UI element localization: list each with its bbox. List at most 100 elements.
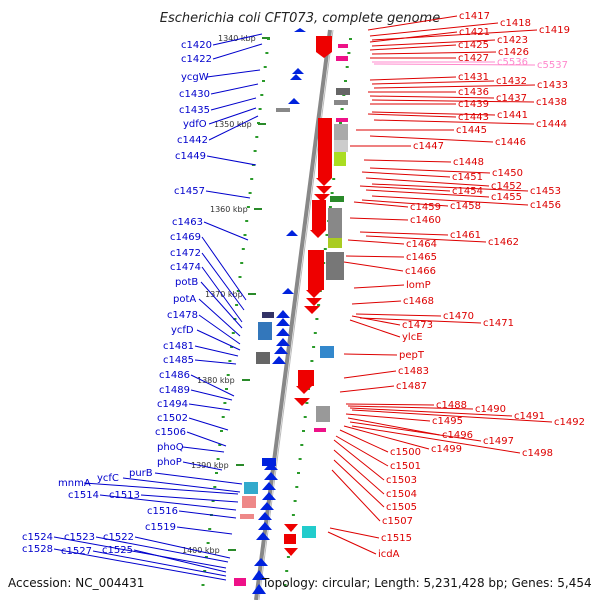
gene-label-c1463[interactable]: c1463 [172, 217, 203, 228]
gene-label-phoP[interactable]: phoP [157, 457, 182, 468]
gene-label-c1439[interactable]: c1439 [458, 99, 489, 110]
gene-label-c1448[interactable]: c1448 [453, 157, 484, 168]
gene-label-c1481[interactable]: c1481 [163, 341, 194, 352]
gene-label-c1492[interactable]: c1492 [554, 417, 585, 428]
gene-label-c1524[interactable]: c1524 [22, 532, 53, 543]
gene-label-c1494[interactable]: c1494 [157, 399, 188, 410]
gene-label-c1525[interactable]: c1525 [102, 545, 133, 556]
gene-label-c1472[interactable]: c1472 [170, 248, 201, 259]
gene-label-purB[interactable]: purB [129, 468, 153, 479]
gene-label-c1427[interactable]: c1427 [458, 53, 489, 64]
gene-label-c1459[interactable]: c1459 [410, 202, 441, 213]
gene-label-ydfO[interactable]: ydfO [183, 119, 207, 130]
gene-label-c1457[interactable]: c1457 [174, 186, 205, 197]
gene-label-c1490[interactable]: c1490 [475, 404, 506, 415]
gene-label-c1464[interactable]: c1464 [406, 239, 437, 250]
gene-label-c1419[interactable]: c1419 [539, 25, 570, 36]
gene-label-c1495[interactable]: c1495 [432, 416, 463, 427]
gene-label-c1437[interactable]: c1437 [496, 93, 527, 104]
gene-label-c1496[interactable]: c1496 [442, 430, 473, 441]
gene-label-c1425[interactable]: c1425 [458, 40, 489, 51]
gene-label-c1465[interactable]: c1465 [406, 252, 437, 263]
gene-label-c1498[interactable]: c1498 [522, 448, 553, 459]
gene-label-c1515[interactable]: c1515 [381, 533, 412, 544]
gene-label-c1500[interactable]: c1500 [390, 447, 421, 458]
gene-label-c1491[interactable]: c1491 [514, 411, 545, 422]
gene-label-c1506[interactable]: c1506 [155, 427, 186, 438]
gene-label-c1423[interactable]: c1423 [497, 35, 528, 46]
gene-label-c1471[interactable]: c1471 [483, 318, 514, 329]
gene-label-c1505[interactable]: c1505 [386, 502, 417, 513]
gene-label-c1462[interactable]: c1462 [488, 237, 519, 248]
gene-label-c1502[interactable]: c1502 [157, 413, 188, 424]
gene-label-lomP[interactable]: lomP [406, 280, 431, 291]
gene-label-c1487[interactable]: c1487 [396, 381, 427, 392]
gene-label-icdA[interactable]: icdA [378, 549, 400, 560]
gene-label-c1444[interactable]: c1444 [536, 119, 567, 130]
gene-label-potA[interactable]: potA [173, 294, 196, 305]
gene-label-ycfD[interactable]: ycfD [171, 325, 194, 336]
gene-label-c1519[interactable]: c1519 [145, 522, 176, 533]
gene-label-c1466[interactable]: c1466 [405, 266, 436, 277]
gene-label-c1523[interactable]: c1523 [64, 532, 95, 543]
gene-label-c1443[interactable]: c1443 [458, 112, 489, 123]
gene-label-pepT[interactable]: pepT [399, 350, 425, 361]
gene-label-c1441[interactable]: c1441 [497, 110, 528, 121]
gene-label-c1499[interactable]: c1499 [431, 444, 462, 455]
gene-label-c1431[interactable]: c1431 [458, 72, 489, 83]
gene-label-c1418[interactable]: c1418 [500, 18, 531, 29]
gene-label-c1528[interactable]: c1528 [22, 544, 53, 555]
gene-label-c1483[interactable]: c1483 [398, 366, 429, 377]
gene-label-c1442[interactable]: c1442 [177, 135, 208, 146]
gene-label-phoQ[interactable]: phoQ [157, 442, 184, 453]
gene-label-c1426[interactable]: c1426 [498, 47, 529, 58]
gene-label-c5536[interactable]: c5536 [497, 57, 528, 68]
gene-label-c1514[interactable]: c1514 [68, 490, 99, 501]
gene-label-c1455[interactable]: c1455 [491, 192, 522, 203]
gene-label-c1473[interactable]: c1473 [402, 320, 433, 331]
gene-label-c1421[interactable]: c1421 [459, 27, 490, 38]
gene-label-c1468[interactable]: c1468 [403, 296, 434, 307]
gene-label-c1497[interactable]: c1497 [483, 436, 514, 447]
gene-label-c1460[interactable]: c1460 [410, 215, 441, 226]
gene-label-c1486[interactable]: c1486 [159, 370, 190, 381]
gene-label-mnmA[interactable]: mnmA [58, 478, 91, 489]
gene-label-ylcE[interactable]: ylcE [402, 332, 423, 343]
gene-label-c1420[interactable]: c1420 [181, 40, 212, 51]
gene-label-c1513[interactable]: c1513 [109, 490, 140, 501]
gene-label-c5537[interactable]: c5537 [537, 60, 568, 71]
gene-label-c1446[interactable]: c1446 [495, 137, 526, 148]
gene-label-c1485[interactable]: c1485 [163, 355, 194, 366]
gene-label-c1527[interactable]: c1527 [61, 546, 92, 557]
gene-label-c1501[interactable]: c1501 [390, 461, 421, 472]
gene-label-c1449[interactable]: c1449 [175, 151, 206, 162]
gene-label-c1417[interactable]: c1417 [459, 11, 490, 22]
gene-label-c1445[interactable]: c1445 [456, 125, 487, 136]
gene-label-c1478[interactable]: c1478 [167, 310, 198, 321]
gene-label-c1436[interactable]: c1436 [458, 87, 489, 98]
gene-label-potB[interactable]: potB [175, 277, 198, 288]
gene-label-c1503[interactable]: c1503 [386, 475, 417, 486]
gene-label-c1435[interactable]: c1435 [179, 105, 210, 116]
gene-label-c1522[interactable]: c1522 [103, 532, 134, 543]
gene-label-c1451[interactable]: c1451 [452, 172, 483, 183]
gene-label-ycgW[interactable]: ycgW [181, 72, 209, 83]
gene-label-c1469[interactable]: c1469 [170, 232, 201, 243]
gene-label-c1450[interactable]: c1450 [492, 168, 523, 179]
gene-label-c1507[interactable]: c1507 [382, 516, 413, 527]
gene-label-c1516[interactable]: c1516 [147, 506, 178, 517]
gene-label-c1438[interactable]: c1438 [536, 97, 567, 108]
gene-label-c1452[interactable]: c1452 [491, 181, 522, 192]
gene-label-c1504[interactable]: c1504 [386, 489, 417, 500]
gene-label-c1461[interactable]: c1461 [450, 230, 481, 241]
gene-label-c1447[interactable]: c1447 [413, 141, 444, 152]
gene-label-c1454[interactable]: c1454 [452, 186, 483, 197]
gene-label-c1488[interactable]: c1488 [436, 400, 467, 411]
gene-label-c1456[interactable]: c1456 [530, 200, 561, 211]
gene-label-c1470[interactable]: c1470 [443, 311, 474, 322]
gene-label-c1422[interactable]: c1422 [181, 54, 212, 65]
gene-label-c1474[interactable]: c1474 [170, 262, 201, 273]
gene-label-c1432[interactable]: c1432 [496, 76, 527, 87]
gene-label-c1430[interactable]: c1430 [179, 89, 210, 100]
gene-label-c1458[interactable]: c1458 [450, 201, 481, 212]
